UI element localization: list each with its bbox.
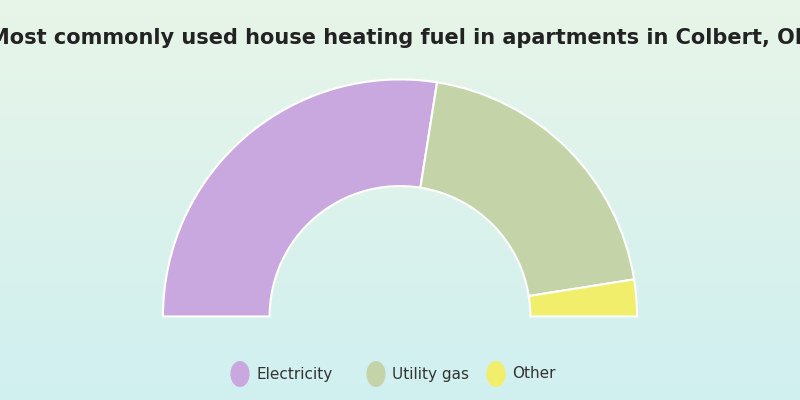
Wedge shape	[420, 82, 634, 296]
Text: Utility gas: Utility gas	[392, 366, 469, 382]
Ellipse shape	[486, 361, 506, 387]
Text: Most commonly used house heating fuel in apartments in Colbert, OK: Most commonly used house heating fuel in…	[0, 28, 800, 48]
Wedge shape	[529, 279, 637, 316]
Text: Electricity: Electricity	[256, 366, 332, 382]
Text: Other: Other	[512, 366, 555, 382]
Ellipse shape	[366, 361, 386, 387]
Ellipse shape	[230, 361, 250, 387]
Wedge shape	[163, 80, 437, 316]
